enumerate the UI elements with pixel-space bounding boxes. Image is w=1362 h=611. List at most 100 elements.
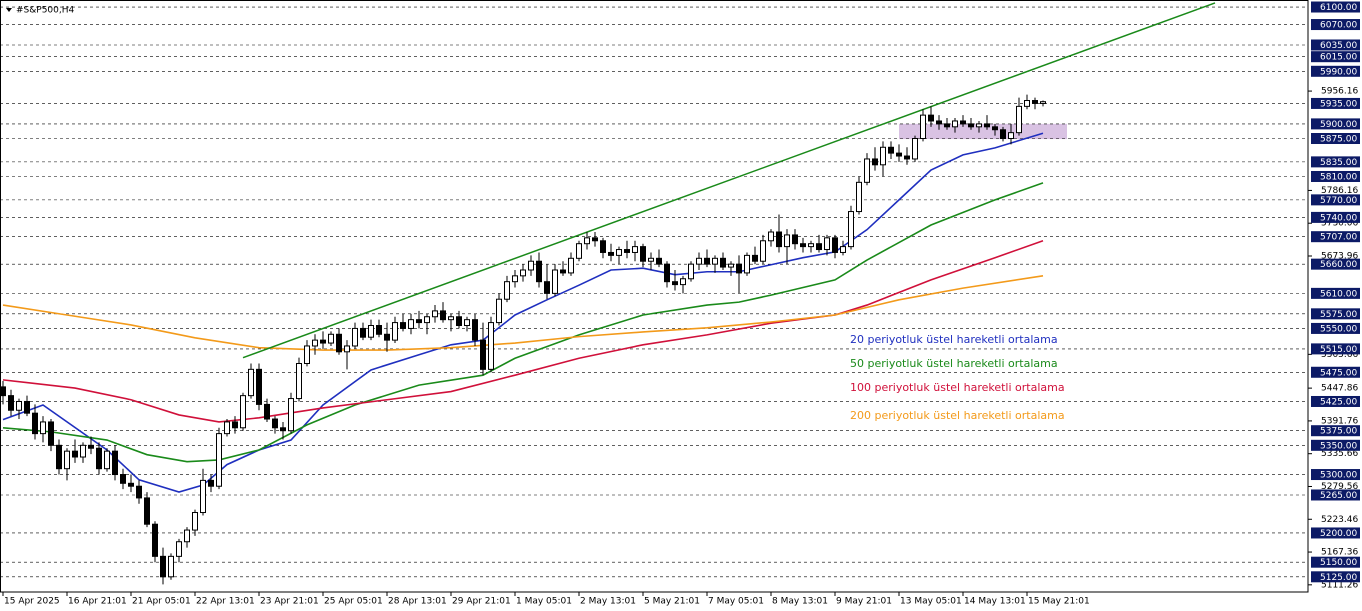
x-tick-label: 2 May 13:01: [580, 597, 636, 607]
candle-body: [1040, 101, 1046, 104]
candle-body: [680, 278, 686, 286]
candle-body: [584, 237, 590, 245]
level-label: 5660.00: [1320, 260, 1357, 270]
candle-body: [472, 319, 478, 341]
candle-body: [16, 400, 22, 411]
level-label-box: [1311, 156, 1360, 168]
level-label: 5125.00: [1320, 573, 1357, 583]
candle-body: [304, 345, 310, 364]
candle-body: [504, 281, 510, 300]
candle-body: [984, 123, 990, 128]
level-label-box: [1311, 133, 1360, 145]
candle-body: [496, 298, 502, 324]
candle-body: [152, 523, 158, 557]
candle-body: [344, 345, 350, 353]
y-tick-label: 5786.16: [1321, 186, 1358, 196]
level-label-box: [1311, 194, 1360, 206]
x-tick-label: 23 Apr 21:01: [260, 597, 319, 607]
level-label-box: [1311, 1, 1360, 13]
candle-body: [192, 512, 198, 531]
candle-body: [72, 450, 78, 458]
level-label-box: [1311, 231, 1360, 243]
level-label: 6035.00: [1320, 41, 1357, 51]
candle-body: [8, 395, 14, 411]
candle-body: [384, 333, 390, 341]
candle-body: [568, 257, 574, 274]
candle-body: [528, 260, 534, 271]
level-label: 5375.00: [1320, 427, 1357, 437]
x-tick-label: 25 Apr 05:01: [324, 597, 383, 607]
level-label-box: [1311, 118, 1360, 130]
candle-body: [824, 237, 830, 251]
candle-body: [728, 263, 734, 268]
candle-body: [872, 158, 878, 166]
candle-body: [464, 319, 470, 327]
x-tick-label: 21 Apr 05:01: [132, 597, 191, 607]
level-label: 5610.00: [1320, 289, 1357, 299]
level-label-box: [1311, 287, 1360, 299]
candle-body: [160, 555, 166, 578]
legend-label: 100 periyotluk üstel hareketli ortalama: [850, 381, 1065, 394]
candle-body: [216, 433, 222, 487]
legend-label: 200 periyotluk üstel hareketli ortalama: [850, 409, 1065, 422]
candle-body: [248, 368, 254, 397]
candle-body: [784, 234, 790, 248]
candle-body: [328, 333, 334, 344]
candle-body: [792, 234, 798, 245]
moving-average: [2, 275, 1044, 351]
candle-body: [712, 257, 718, 265]
x-tick-label: 9 May 21:01: [836, 597, 892, 607]
level-label-box: [1311, 322, 1360, 334]
candle-body: [32, 412, 38, 435]
candle-body: [136, 485, 142, 499]
candle-body: [184, 529, 190, 543]
level-label-box: [1311, 39, 1360, 51]
candle-body: [848, 211, 854, 248]
legend-label: 20 periyotluk üstel hareketli ortalama: [850, 333, 1058, 346]
level-label: 5515.00: [1320, 345, 1357, 355]
level-label: 5300.00: [1320, 471, 1357, 481]
candle-body: [280, 427, 286, 432]
candle-body: [864, 158, 870, 183]
x-tick-label: 1 May 05:01: [516, 597, 572, 607]
candle-body: [904, 155, 910, 160]
candle-body: [512, 275, 518, 283]
candle-body: [976, 123, 982, 128]
candle-body: [936, 120, 942, 125]
candle-body: [368, 325, 374, 338]
level-label: 5575.00: [1320, 310, 1357, 320]
candle-body: [992, 126, 998, 131]
y-tick-label: 5111.26: [1321, 580, 1358, 590]
candle-body: [360, 327, 366, 338]
candle-body: [640, 246, 646, 262]
level-label-box: [1311, 489, 1360, 501]
candle-body: [536, 260, 542, 283]
x-tick-label: 15 May 21:01: [1028, 597, 1090, 607]
candle-body: [624, 249, 630, 253]
x-tick-label: 5 May 21:01: [644, 597, 700, 607]
candle-body: [632, 246, 638, 253]
candle-body: [656, 257, 662, 265]
candle-body: [672, 281, 678, 286]
level-label-box: [1311, 343, 1360, 355]
candle-body: [296, 362, 302, 400]
candle-body: [928, 114, 934, 122]
candle-body: [880, 146, 886, 166]
zone: [899, 123, 1067, 140]
moving-average: [2, 240, 1044, 423]
level-label: 5770.00: [1320, 196, 1357, 206]
candle-body: [960, 120, 966, 125]
y-tick-label: 5730.06: [1321, 219, 1358, 229]
candle-body: [144, 497, 150, 525]
level-label: 5350.00: [1320, 441, 1357, 451]
candle-body: [112, 450, 118, 476]
candle-body: [240, 395, 246, 429]
candle-body: [856, 181, 862, 213]
chart-title: #S&P500,H4: [16, 6, 75, 16]
candle-body: [448, 316, 454, 321]
candle-body: [392, 322, 398, 341]
candle-body: [592, 237, 598, 242]
level-label-box: [1311, 469, 1360, 481]
y-tick-label: 5279.56: [1321, 482, 1358, 492]
